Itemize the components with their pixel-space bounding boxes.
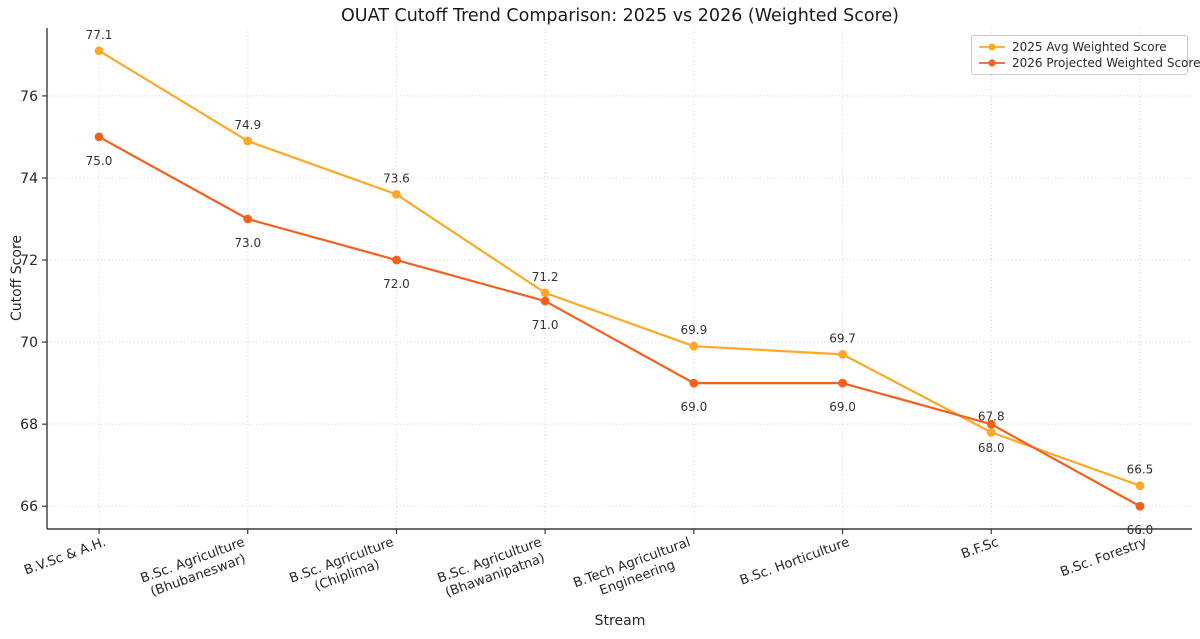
legend-label-2026: 2026 Projected Weighted Score <box>1012 56 1200 70</box>
data-label-1-4: 69.0 <box>680 400 707 414</box>
point-1-4 <box>689 378 699 388</box>
data-label-0-7: 66.5 <box>1127 463 1154 477</box>
legend-item-2026: 2026 Projected Weighted Score <box>977 55 1200 71</box>
point-1-7 <box>1135 501 1145 511</box>
series-line-1 <box>98 135 1141 508</box>
point-1-3 <box>540 296 550 306</box>
data-label-0-6: 67.8 <box>978 409 1005 423</box>
point-0-4 <box>689 341 699 351</box>
x-axis-title: Stream <box>594 613 646 629</box>
chart-title: OUAT Cutoff Trend Comparison: 2025 vs 20… <box>341 6 899 26</box>
y-axis-title: Cutoff Score <box>9 234 25 322</box>
data-label-0-3: 71.2 <box>532 270 559 284</box>
point-1-1 <box>243 214 253 224</box>
point-1-5 <box>838 378 847 388</box>
data-label-1-6: 68.0 <box>978 441 1005 455</box>
point-0-0 <box>94 46 104 56</box>
legend: 2025 Avg Weighted Score 2026 Projected W… <box>971 35 1200 75</box>
point-0-5 <box>838 350 847 359</box>
data-label-0-5: 69.7 <box>829 331 856 345</box>
y-tick-label-74: 74 <box>20 171 38 187</box>
point-0-2 <box>392 189 401 199</box>
legend-item-2025: 2025 Avg Weighted Score <box>977 39 1182 55</box>
point-1-0 <box>94 132 104 142</box>
legend-line-2026-icon <box>977 57 1007 69</box>
data-label-1-5: 69.0 <box>829 400 856 414</box>
point-0-3 <box>540 288 550 298</box>
y-tick-label-72: 72 <box>20 253 38 269</box>
data-label-1-0: 75.0 <box>86 154 113 168</box>
point-0-6 <box>986 427 996 437</box>
point-0-7 <box>1135 481 1145 491</box>
y-tick-label-68: 68 <box>20 417 38 433</box>
legend-label-2025: 2025 Avg Weighted Score <box>1012 40 1167 54</box>
legend-line-2025-icon <box>977 41 1007 53</box>
data-label-0-2: 73.6 <box>383 171 410 185</box>
data-label-0-4: 69.9 <box>680 323 707 337</box>
data-label-1-7: 66.0 <box>1127 523 1154 537</box>
data-label-1-1: 73.0 <box>234 236 261 250</box>
point-1-2 <box>392 255 401 265</box>
point-1-6 <box>986 419 996 429</box>
series-line-0 <box>98 49 1141 487</box>
point-0-1 <box>243 136 253 146</box>
data-label-0-0: 77.1 <box>86 28 113 42</box>
y-tick-label-66: 66 <box>20 499 38 515</box>
data-label-1-3: 71.0 <box>532 318 559 332</box>
data-label-0-1: 74.9 <box>234 118 261 132</box>
data-label-1-2: 72.0 <box>383 277 410 291</box>
y-tick-label-76: 76 <box>20 89 38 105</box>
y-tick-label-70: 70 <box>20 335 38 351</box>
